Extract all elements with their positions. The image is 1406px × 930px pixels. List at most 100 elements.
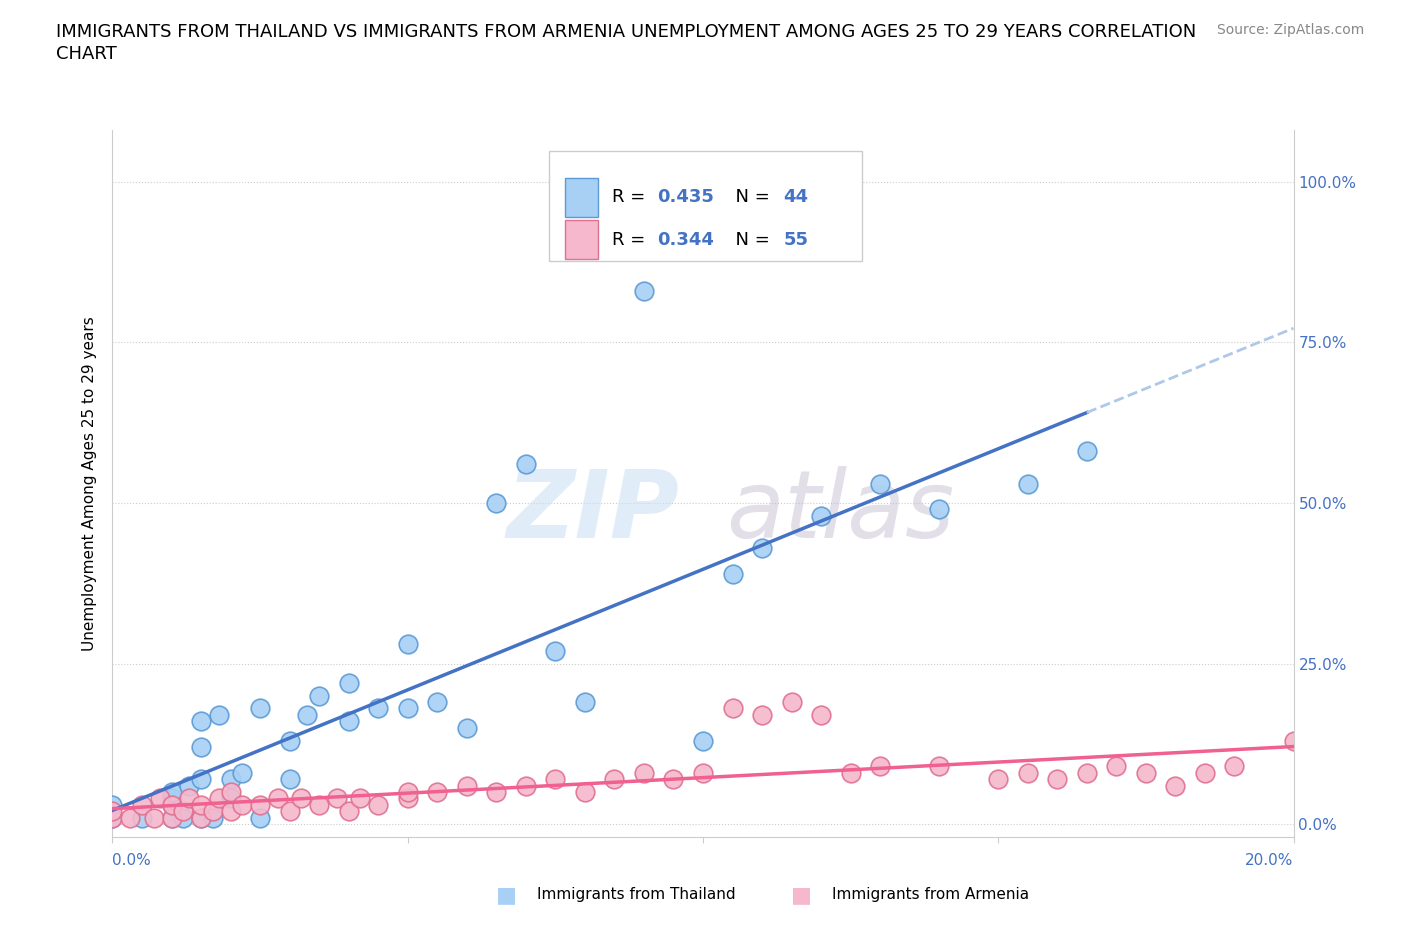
Text: 0.435: 0.435 <box>657 189 714 206</box>
Point <box>396 701 419 716</box>
Point <box>869 476 891 491</box>
Text: ■: ■ <box>792 884 811 905</box>
Point <box>1046 772 1069 787</box>
Point <box>308 797 330 812</box>
Text: CHART: CHART <box>56 45 117 62</box>
Point <box>1164 778 1187 793</box>
Point <box>1194 765 1216 780</box>
Point <box>160 797 183 812</box>
Point <box>160 797 183 812</box>
Text: N =: N = <box>724 231 776 248</box>
Point <box>515 457 537 472</box>
Point <box>219 804 242 818</box>
Point <box>810 509 832 524</box>
Point <box>515 778 537 793</box>
Point <box>367 701 389 716</box>
Point <box>456 778 478 793</box>
Point <box>208 791 231 806</box>
Text: 44: 44 <box>783 189 808 206</box>
Point <box>456 721 478 736</box>
Text: IMMIGRANTS FROM THAILAND VS IMMIGRANTS FROM ARMENIA UNEMPLOYMENT AMONG AGES 25 T: IMMIGRANTS FROM THAILAND VS IMMIGRANTS F… <box>56 23 1197 41</box>
Point <box>574 695 596 710</box>
Text: Immigrants from Armenia: Immigrants from Armenia <box>832 887 1029 902</box>
Point <box>278 733 301 748</box>
Point <box>101 810 124 825</box>
Point <box>308 688 330 703</box>
Point <box>721 566 744 581</box>
Point <box>249 797 271 812</box>
Point <box>337 675 360 690</box>
Point <box>337 714 360 729</box>
Point <box>172 810 194 825</box>
Text: N =: N = <box>724 189 776 206</box>
Point <box>120 810 142 825</box>
Point <box>1076 444 1098 458</box>
Point <box>1223 759 1246 774</box>
Point <box>633 284 655 299</box>
Text: ZIP: ZIP <box>506 466 679 558</box>
Point <box>142 810 165 825</box>
Point <box>692 733 714 748</box>
Point <box>208 708 231 723</box>
Point <box>297 708 319 723</box>
Text: 0.0%: 0.0% <box>112 853 152 868</box>
Point <box>160 791 183 806</box>
Point <box>751 708 773 723</box>
Point <box>219 791 242 806</box>
Point <box>426 695 449 710</box>
Point <box>928 759 950 774</box>
Point <box>231 765 253 780</box>
Point <box>172 804 194 818</box>
Point <box>869 759 891 774</box>
Point <box>101 804 124 818</box>
Point <box>326 791 349 806</box>
Point <box>160 810 183 825</box>
Point <box>349 791 371 806</box>
Point <box>249 701 271 716</box>
Point <box>1105 759 1128 774</box>
Text: 0.344: 0.344 <box>657 231 714 248</box>
Text: atlas: atlas <box>727 466 955 557</box>
Point <box>278 772 301 787</box>
Point <box>544 772 567 787</box>
Point <box>1017 765 1039 780</box>
Point <box>810 708 832 723</box>
Point <box>396 785 419 800</box>
Point <box>231 797 253 812</box>
Point <box>574 785 596 800</box>
Point <box>1135 765 1157 780</box>
Point <box>987 772 1010 787</box>
Point <box>249 810 271 825</box>
Point <box>692 765 714 780</box>
Text: ■: ■ <box>496 884 516 905</box>
Point <box>101 797 124 812</box>
Point <box>101 810 124 825</box>
Point <box>190 714 212 729</box>
Point <box>278 804 301 818</box>
Point <box>179 778 201 793</box>
Point <box>485 496 508 511</box>
Point <box>367 797 389 812</box>
Y-axis label: Unemployment Among Ages 25 to 29 years: Unemployment Among Ages 25 to 29 years <box>82 316 97 651</box>
Bar <box>565 220 598 259</box>
FancyBboxPatch shape <box>550 152 862 261</box>
Point <box>396 637 419 652</box>
Point <box>267 791 290 806</box>
Point <box>928 502 950 517</box>
Point <box>544 644 567 658</box>
Point <box>290 791 312 806</box>
Point <box>149 791 172 806</box>
Point <box>1017 476 1039 491</box>
Text: Source: ZipAtlas.com: Source: ZipAtlas.com <box>1216 23 1364 37</box>
Text: Immigrants from Thailand: Immigrants from Thailand <box>537 887 735 902</box>
Point <box>751 540 773 555</box>
Point <box>1076 765 1098 780</box>
Point <box>131 810 153 825</box>
Bar <box>565 178 598 217</box>
Point <box>219 785 242 800</box>
Point <box>201 804 224 818</box>
Text: 20.0%: 20.0% <box>1246 853 1294 868</box>
Text: R =: R = <box>612 231 651 248</box>
Point <box>190 772 212 787</box>
Point <box>780 695 803 710</box>
